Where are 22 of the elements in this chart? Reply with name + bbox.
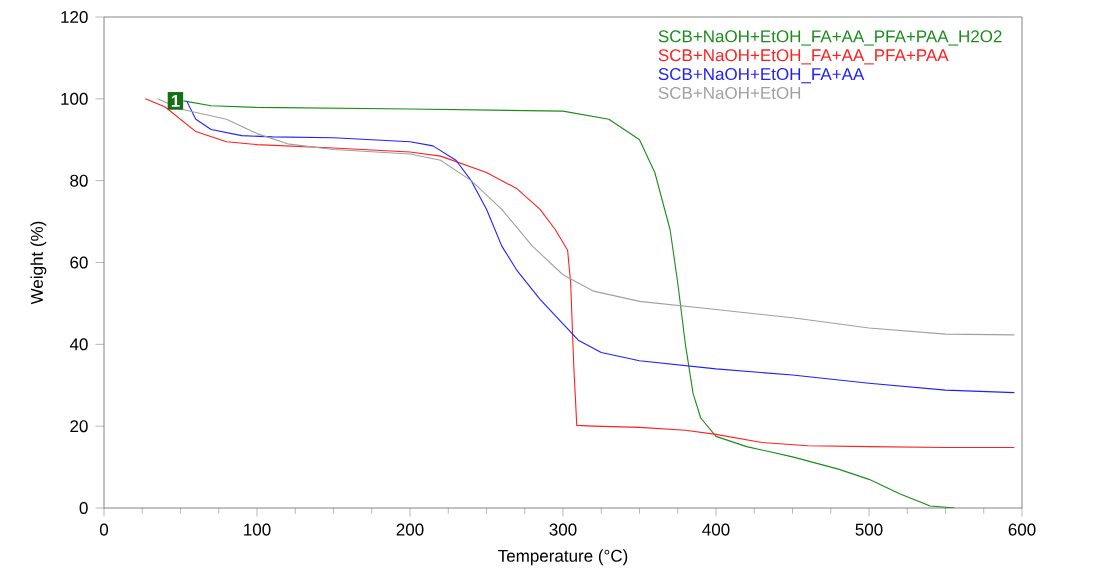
- y-tick-label: 40: [69, 338, 88, 351]
- y-tick-label: 120: [61, 11, 88, 24]
- x-axis-title: Temperature (°C): [498, 549, 628, 566]
- x-tick-label: 300: [549, 523, 577, 536]
- y-axis-title: Weight (%): [30, 221, 47, 305]
- y-tick-label: 100: [61, 92, 88, 105]
- x-tick-label: 500: [855, 523, 883, 536]
- y-tick-label: 80: [70, 174, 88, 187]
- annotation: 1: [171, 95, 180, 107]
- y-tick-label: 0: [79, 502, 88, 515]
- x-tick-label: 600: [1008, 523, 1036, 536]
- text: SCB+NaOH+EtOH_FA+AA_PFA+PAA: [658, 49, 949, 65]
- text: SCB+NaOH+EtOH_FA+AA_PFA+PAA_H2O2: [658, 30, 1002, 46]
- text: SCB+NaOH+EtOH: [658, 86, 801, 99]
- x-tick-label: 100: [244, 523, 271, 536]
- x-tick-label: 0: [99, 523, 109, 536]
- y-tick-label: 60: [70, 256, 88, 269]
- x-tick-label: 400: [702, 523, 730, 536]
- y-tick-label: 20: [70, 420, 88, 433]
- text: SCB+NaOH+EtOH_FA+AA: [658, 68, 865, 84]
- line-series: [186, 100, 1015, 394]
- x-tick-label: 200: [396, 523, 424, 536]
